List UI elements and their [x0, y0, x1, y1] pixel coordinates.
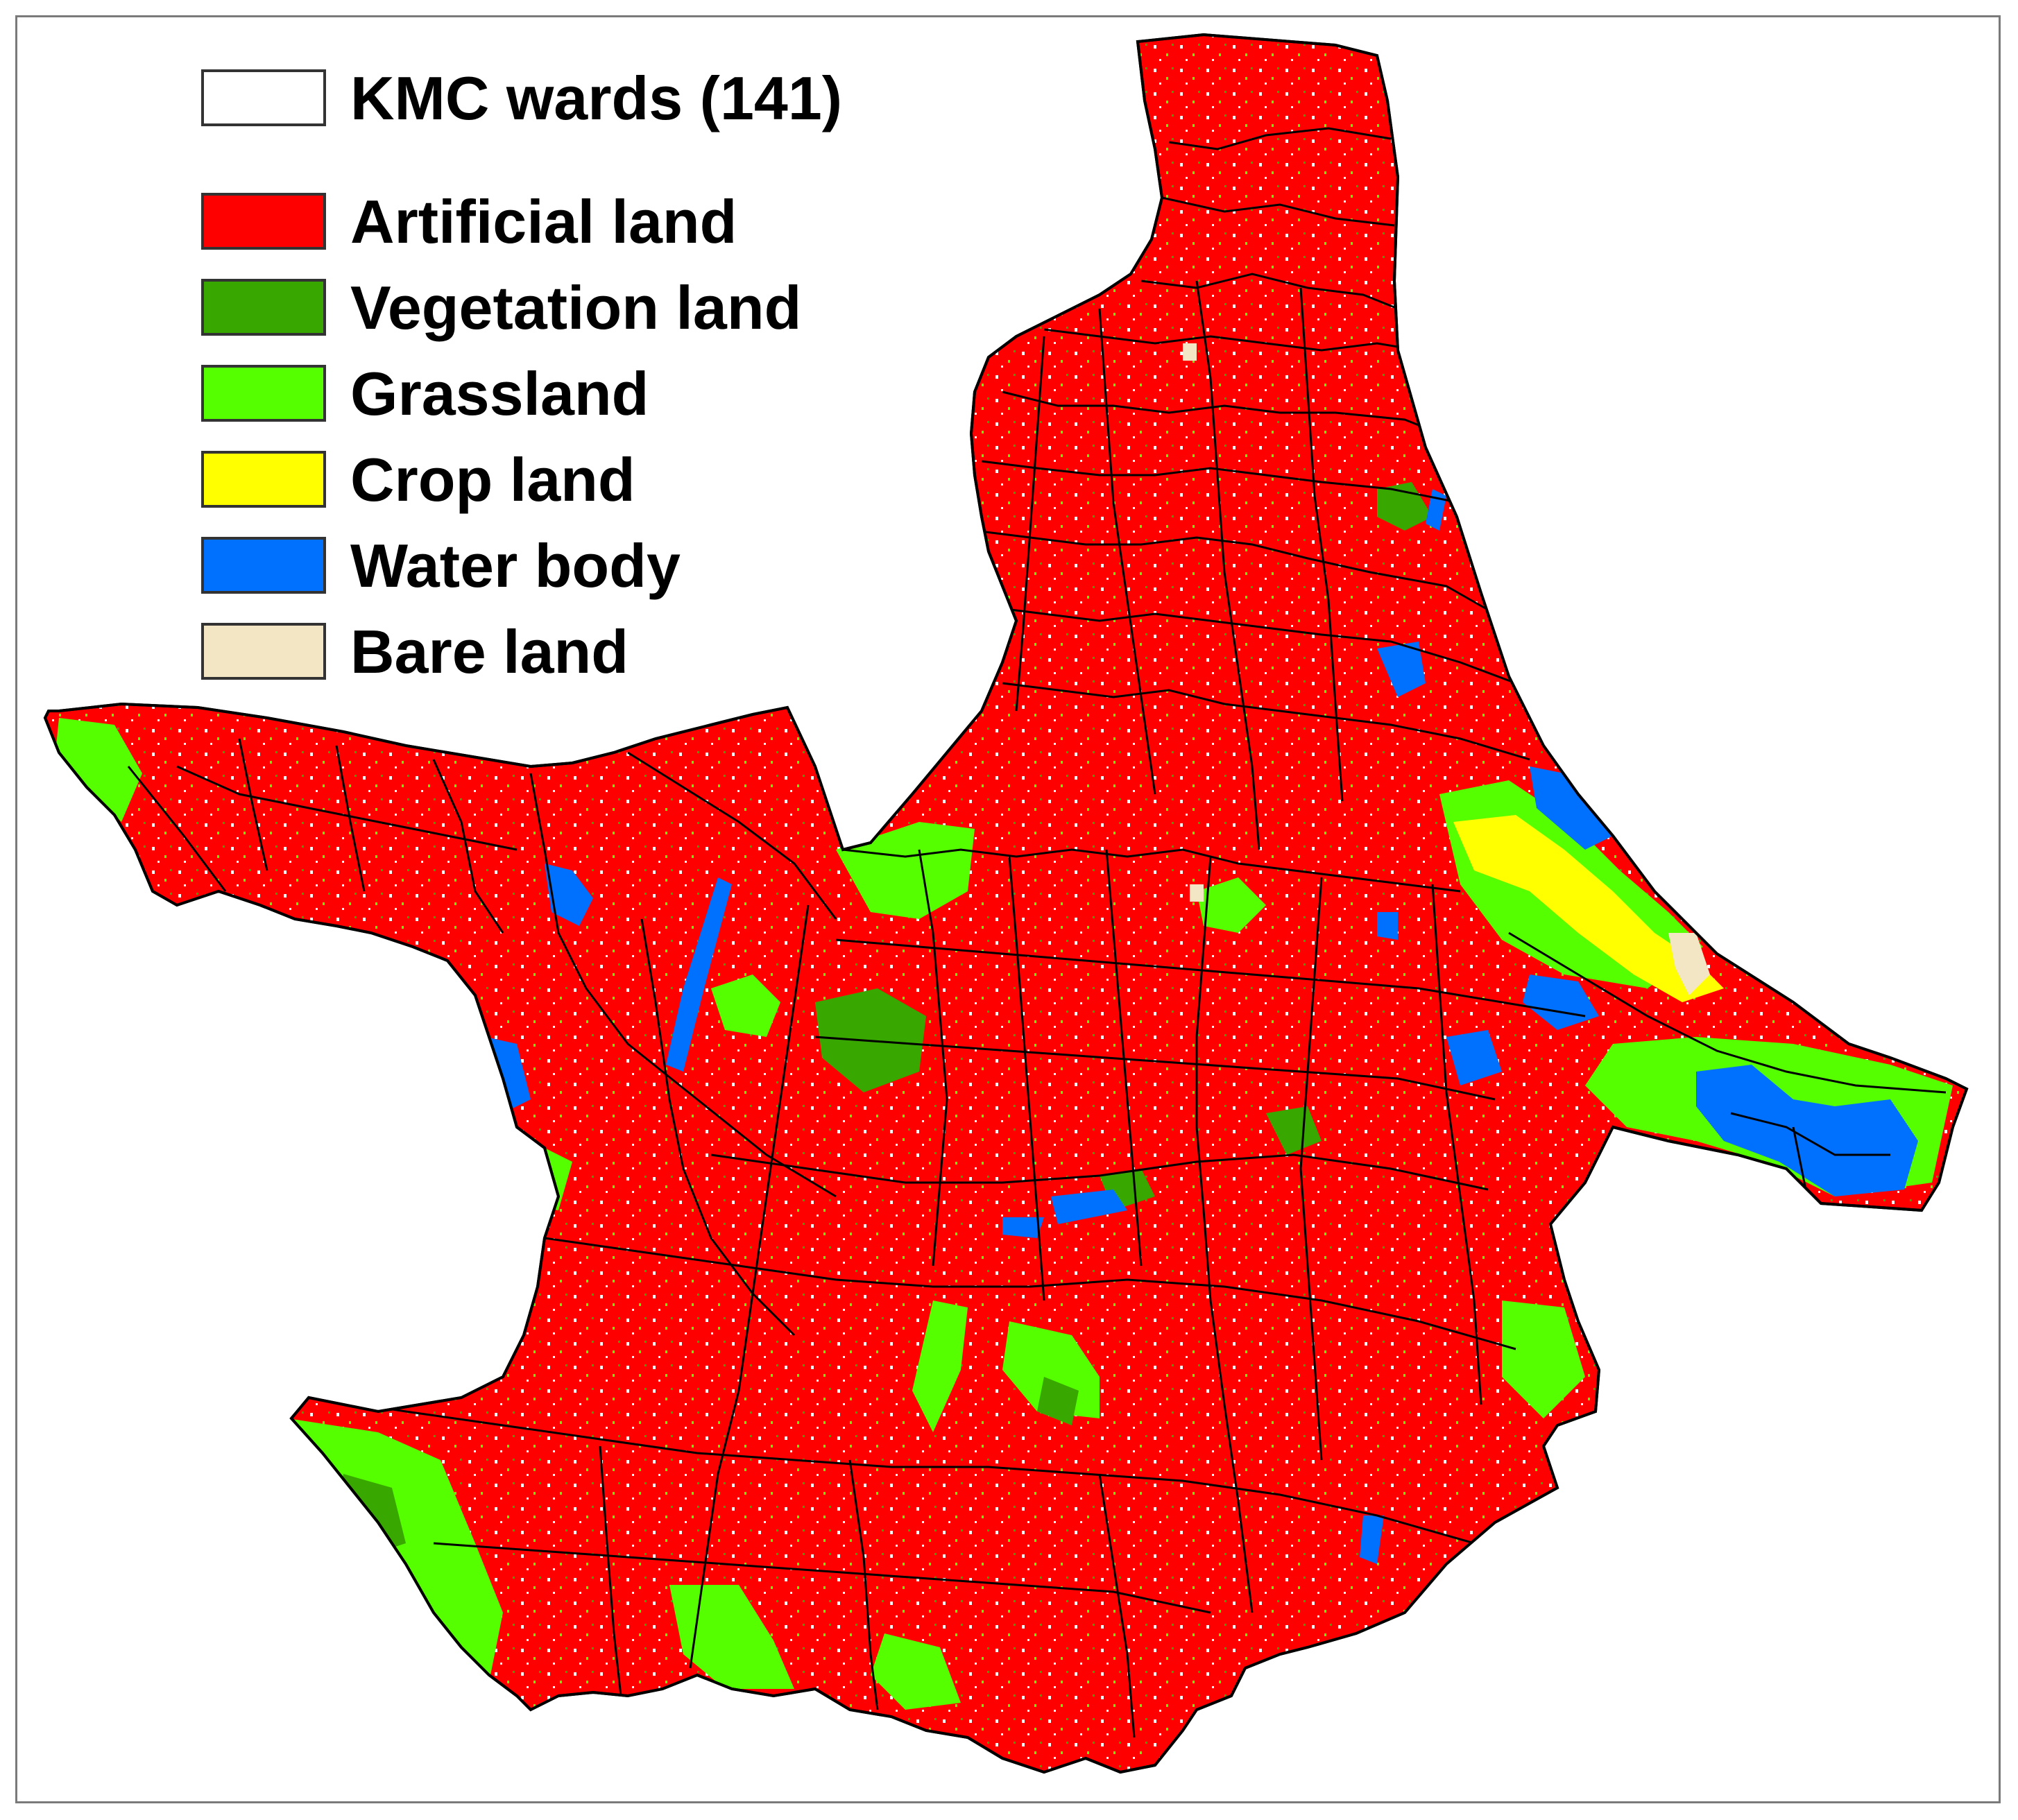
legend-label-grassland: Grassland	[350, 359, 649, 428]
land-use-map	[43, 33, 1969, 1774]
legend-label-artificial-land: Artificial land	[350, 187, 737, 256]
legend-swatch-bare-land	[201, 623, 326, 680]
legend-swatch-kmc-wards	[201, 69, 326, 126]
legend-label-bare-land: Bare land	[350, 617, 629, 686]
kmc-ward-boundaries	[127, 127, 1947, 1738]
cropland-areas	[1453, 815, 1724, 1002]
legend-swatch-grassland	[201, 365, 326, 422]
water-body-areas	[482, 489, 1918, 1564]
legend-label-water-body: Water body	[350, 531, 681, 600]
legend-swatch-artificial-land	[201, 193, 326, 250]
legend-label-kmc-wards: KMC wards (141)	[350, 64, 843, 132]
legend-swatch-crop-land	[201, 451, 326, 508]
bare-land-areas	[1183, 343, 1710, 995]
legend-swatch-vegetation-land	[201, 279, 326, 336]
kmc-boundary	[43, 33, 1969, 1774]
legend-label-vegetation-land: Vegetation land	[350, 273, 802, 342]
legend-swatch-water-body	[201, 537, 326, 594]
legend-label-crop-land: Crop land	[350, 445, 635, 514]
map-frame: KMC wards (141) Artificial land Vegetati…	[15, 15, 2001, 1803]
